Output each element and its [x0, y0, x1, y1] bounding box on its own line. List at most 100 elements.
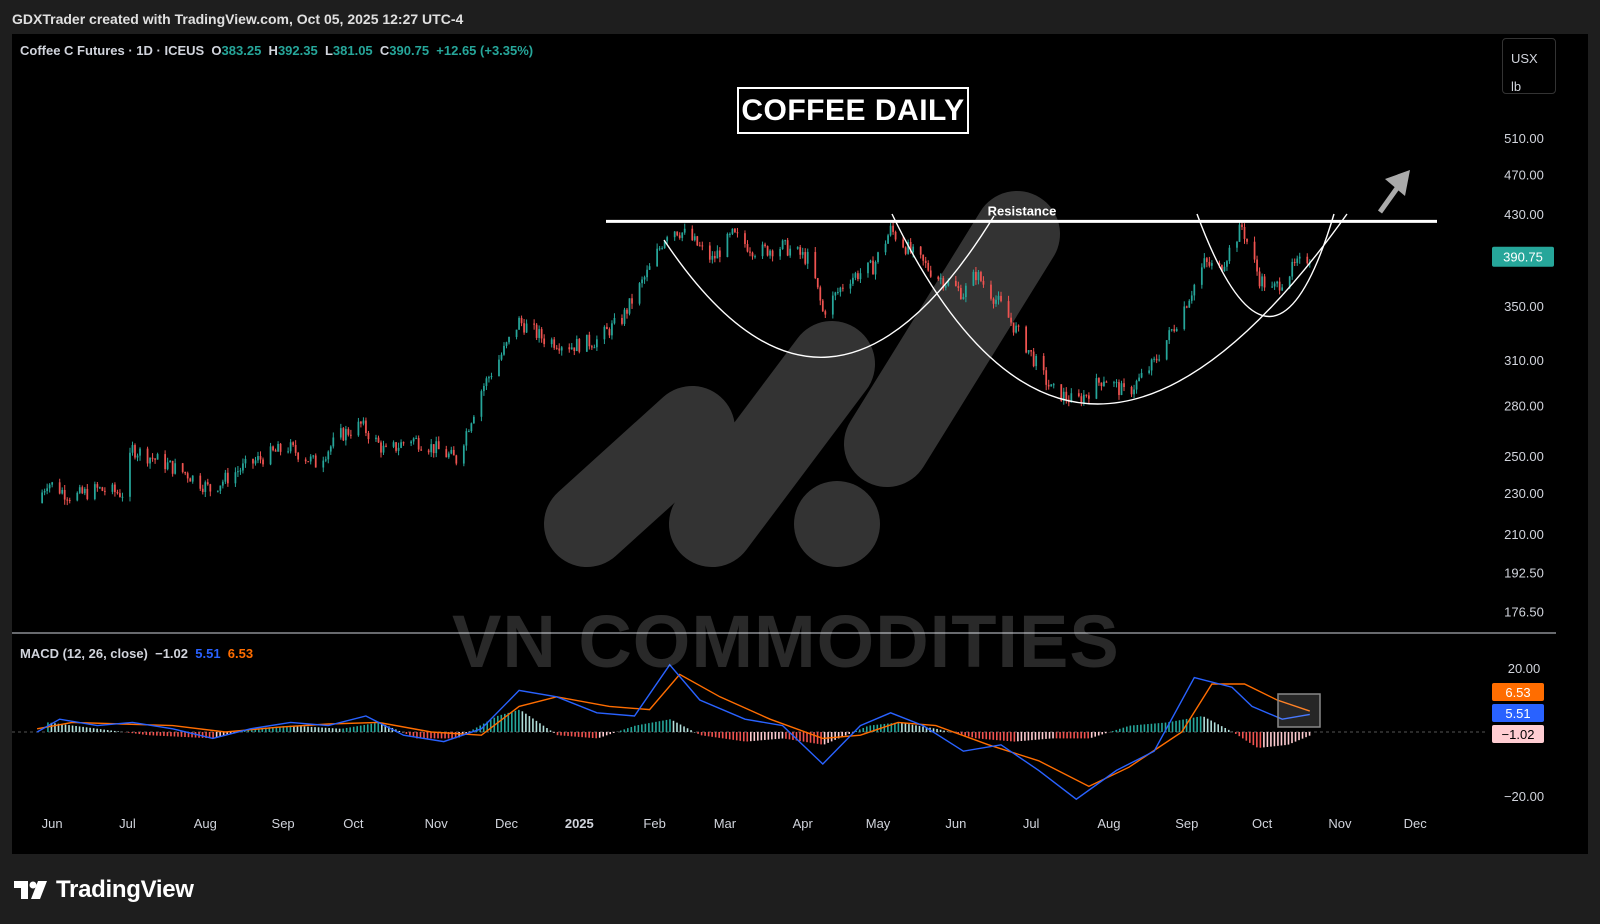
candle-body — [382, 445, 385, 453]
macd-hist-bar — [317, 727, 320, 732]
macd-indicator-label[interactable]: MACD (12, 26, close) — [20, 646, 148, 661]
candle-body — [1261, 276, 1263, 287]
candle-body — [116, 492, 119, 494]
macd-hist-bar — [1227, 729, 1230, 732]
candle-body — [1278, 281, 1281, 291]
currency-unit-selector[interactable]: USX lb — [1502, 38, 1556, 94]
macd-value-label-1: 5.51 — [1505, 706, 1530, 721]
candle-body — [1168, 330, 1171, 341]
candle-body — [1223, 266, 1226, 272]
candle-body — [558, 348, 561, 351]
macd-hist-bar — [75, 725, 77, 732]
macd-hist-bar — [50, 722, 53, 732]
macd-hist-bar — [177, 732, 179, 737]
candle-body — [912, 246, 915, 253]
candle-body — [585, 334, 588, 352]
macd-hist-bar — [887, 723, 889, 732]
chart-attribution: GDXTrader created with TradingView.com, … — [0, 0, 1600, 34]
candle-body — [467, 431, 470, 433]
candle-body — [1130, 387, 1133, 395]
candle-body — [786, 240, 789, 256]
macd-hist-bar — [1154, 723, 1156, 732]
tradingview-logo[interactable]: TradingView — [14, 876, 194, 904]
candle-body — [131, 445, 134, 453]
candle-body — [181, 463, 184, 472]
time-axis-tick: Apr — [793, 816, 814, 831]
candle-body — [1087, 395, 1090, 399]
macd-hist-bar — [1066, 732, 1068, 739]
macd-hist-bar — [908, 724, 910, 732]
macd-signal-value: 6.53 — [227, 646, 254, 661]
macd-hist-bar — [437, 732, 439, 739]
candle-body — [523, 323, 525, 333]
candle-body — [51, 482, 54, 485]
macd-hist-bar — [577, 732, 580, 737]
candle-body — [696, 236, 699, 246]
candle-body — [209, 484, 212, 492]
candle-body — [1030, 350, 1033, 352]
candle-body — [816, 278, 819, 288]
candle-body — [751, 252, 754, 257]
candle-body — [1047, 384, 1050, 387]
candle-body — [237, 471, 239, 473]
candle-body — [852, 277, 854, 284]
candle-body — [525, 323, 528, 333]
candle-body — [294, 444, 297, 453]
macd-hist-bar — [324, 727, 327, 732]
macd-hist-bar — [405, 732, 408, 734]
macd-hist-bar — [1210, 720, 1212, 732]
macd-hist-bar — [764, 732, 766, 740]
macd-hist-bar — [1301, 732, 1304, 739]
candle-body — [189, 478, 192, 482]
time-axis-tick: Aug — [194, 816, 217, 831]
macd-hist-bar — [1031, 732, 1033, 741]
candle-body — [959, 287, 962, 300]
macd-hist-bar — [788, 732, 791, 740]
macd-hist-bar — [381, 723, 383, 732]
candle-body — [480, 391, 483, 417]
candle-body — [666, 237, 669, 242]
candle-body — [656, 248, 659, 267]
candle-body — [749, 251, 751, 253]
macd-hist-bar — [219, 732, 221, 737]
macd-hist-bar — [163, 732, 165, 736]
macd-hist-bar — [1055, 732, 1058, 739]
time-axis-tick: Jul — [1023, 816, 1040, 831]
candle-body — [867, 262, 869, 274]
macd-hist-bar — [802, 732, 805, 742]
macd-hist-bar — [1111, 731, 1114, 732]
candle-body — [1170, 329, 1173, 331]
macd-hist-bar — [71, 725, 74, 732]
candle-body — [332, 437, 335, 447]
macd-hist-bar — [1217, 724, 1219, 732]
candle-body — [641, 279, 643, 284]
candle-body — [560, 347, 563, 351]
candle-body — [962, 297, 965, 300]
candle-body — [417, 438, 420, 450]
candle-body — [1293, 261, 1296, 263]
candle-body — [239, 470, 242, 472]
symbol-name[interactable]: Coffee C Futures · 1D · ICEUS — [20, 43, 205, 58]
candle-body — [1082, 394, 1085, 404]
candle-body — [1288, 276, 1291, 288]
macd-hist-bar — [1287, 732, 1290, 745]
chart-title-box: COFFEE DAILY — [737, 87, 969, 134]
candle-body — [98, 487, 101, 489]
candle-body — [1045, 370, 1048, 385]
candle-body — [48, 484, 51, 489]
candle-body — [1052, 384, 1055, 386]
candle-body — [1065, 391, 1068, 400]
time-axis-tick: Aug — [1097, 816, 1120, 831]
macd-hist-bar — [813, 732, 815, 744]
candle-body — [902, 239, 905, 248]
macd-hist-bar — [683, 726, 685, 732]
chart-canvas[interactable]: Resistance 510.00 470.00 430.00 350.00 310.00… — [12, 34, 1588, 854]
macd-hist-bar — [946, 731, 949, 732]
candle-body — [257, 456, 259, 461]
macd-hist-bar — [201, 732, 204, 738]
macd-hist-bar — [528, 716, 531, 732]
macd-hist-bar — [704, 732, 706, 736]
macd-hist-bar — [215, 732, 218, 738]
macd-hist-bar — [672, 720, 675, 732]
macd-hist-bar — [735, 732, 738, 741]
